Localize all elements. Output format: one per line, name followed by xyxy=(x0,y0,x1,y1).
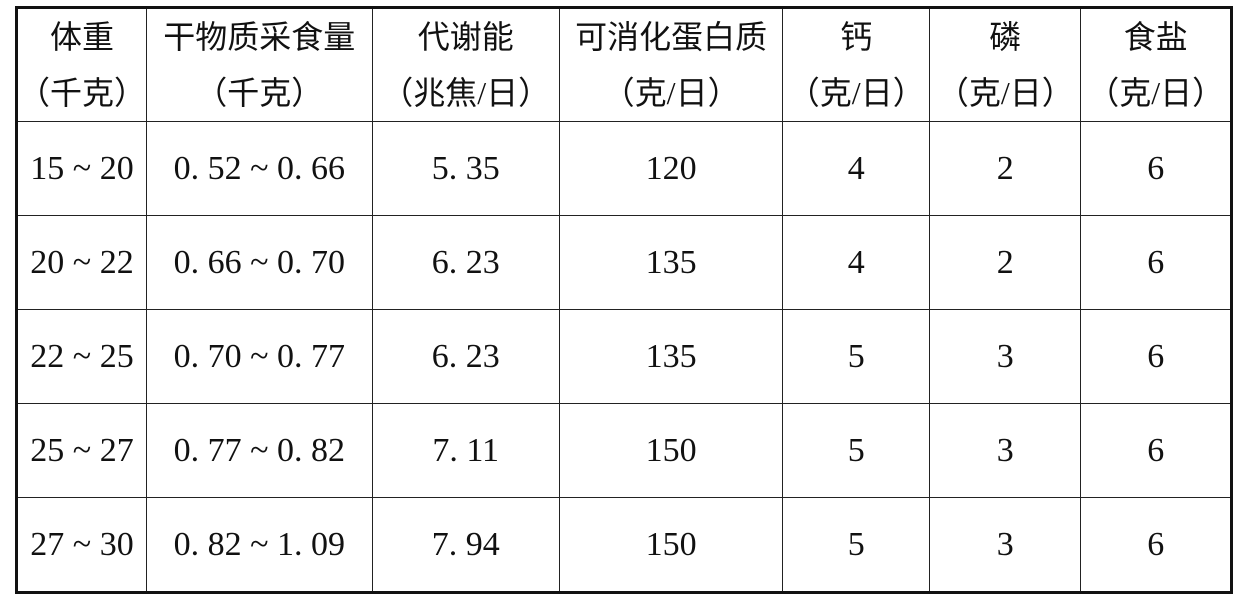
table-cell: 27 ~ 30 xyxy=(15,497,148,593)
column-header: 体重 xyxy=(15,7,148,65)
table-row: 27 ~ 30 0. 82 ~ 1. 09 7. 94 150 5 3 6 xyxy=(15,497,1232,593)
table-cell: 7. 11 xyxy=(371,403,560,498)
table-cell: 0. 52 ~ 0. 66 xyxy=(146,121,373,216)
table-cell: 135 xyxy=(558,309,784,404)
table-cell: 6 xyxy=(1080,309,1232,404)
table-row: 20 ~ 22 0. 66 ~ 0. 70 6. 23 135 4 2 6 xyxy=(15,215,1232,310)
column-header: 钙 xyxy=(782,7,931,65)
column-header: 可消化蛋白质 xyxy=(558,7,784,65)
table-cell: 150 xyxy=(558,403,784,498)
header-row: 体重 干物质采食量 代谢能 可消化蛋白质钙磷食盐 xyxy=(15,7,1232,65)
table-cell: 6 xyxy=(1080,121,1232,216)
table-cell: 5 xyxy=(782,309,931,404)
column-unit: （克/日） xyxy=(558,65,784,122)
table-cell: 20 ~ 22 xyxy=(15,215,148,310)
table-cell: 0. 77 ~ 0. 82 xyxy=(146,403,373,498)
column-unit: （克/日） xyxy=(782,65,931,122)
table-cell: 4 xyxy=(782,121,931,216)
table-row: 15 ~ 20 0. 52 ~ 0. 66 5. 35 120 4 2 6 xyxy=(15,121,1232,216)
nutrition-requirements-table: 体重 干物质采食量 代谢能 可消化蛋白质钙磷食盐 （千克） （千克） （兆焦/日） （克/日… xyxy=(15,6,1233,594)
table-cell: 15 ~ 20 xyxy=(15,121,148,216)
table-cell: 135 xyxy=(558,215,784,310)
table-cell: 2 xyxy=(929,121,1082,216)
table-cell: 150 xyxy=(558,497,784,593)
column-unit: （克/日） xyxy=(1080,65,1232,122)
column-header: 干物质采食量 xyxy=(146,7,373,65)
table-cell: 6. 23 xyxy=(371,215,560,310)
table-cell: 5 xyxy=(782,403,931,498)
table-cell: 2 xyxy=(929,215,1082,310)
table-row: 22 ~ 25 0. 70 ~ 0. 77 6. 23 135 5 3 6 xyxy=(15,309,1232,404)
column-header: 磷 xyxy=(929,7,1082,65)
column-unit: （千克） xyxy=(15,65,148,122)
column-unit: （兆焦/日） xyxy=(371,65,560,122)
table-cell: 22 ~ 25 xyxy=(15,309,148,404)
table-cell: 0. 70 ~ 0. 77 xyxy=(146,309,373,404)
table-cell: 6. 23 xyxy=(371,309,560,404)
table-cell: 3 xyxy=(929,403,1082,498)
table-cell: 3 xyxy=(929,309,1082,404)
table-cell: 6 xyxy=(1080,403,1232,498)
table-cell: 5 xyxy=(782,497,931,593)
table-cell: 120 xyxy=(558,121,784,216)
table-cell: 25 ~ 27 xyxy=(15,403,148,498)
table-cell: 4 xyxy=(782,215,931,310)
column-header: 食盐 xyxy=(1080,7,1232,65)
column-unit: （克/日） xyxy=(929,65,1082,122)
table-cell: 6 xyxy=(1080,215,1232,310)
header-unit-row: （千克） （千克） （兆焦/日） （克/日） （克/日） （克/日） （克/日） xyxy=(15,65,1232,122)
table-cell: 7. 94 xyxy=(371,497,560,593)
table-cell: 3 xyxy=(929,497,1082,593)
column-header: 代谢能 xyxy=(371,7,560,65)
table-cell: 6 xyxy=(1080,497,1232,593)
table-cell: 5. 35 xyxy=(371,121,560,216)
table-cell: 0. 82 ~ 1. 09 xyxy=(146,497,373,593)
table-cell: 0. 66 ~ 0. 70 xyxy=(146,215,373,310)
column-unit: （千克） xyxy=(146,65,373,122)
table-row: 25 ~ 27 0. 77 ~ 0. 82 7. 11 150 5 3 6 xyxy=(15,403,1232,498)
